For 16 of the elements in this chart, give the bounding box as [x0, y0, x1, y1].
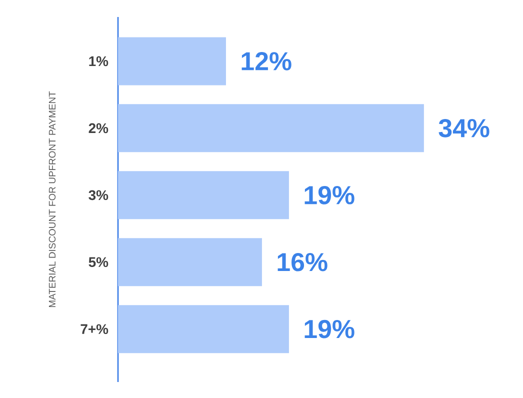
data-label: 19%	[304, 320, 354, 338]
y-tick-label: 2%	[88, 123, 108, 134]
y-tick-label: 3%	[88, 190, 108, 200]
data-label: 12%	[242, 52, 292, 70]
bar	[118, 171, 289, 220]
bar	[118, 104, 424, 152]
y-tick-label: 7+%	[80, 324, 108, 334]
data-label: 34%	[438, 118, 490, 138]
data-label: 19%	[304, 186, 354, 204]
bar	[118, 305, 289, 354]
data-label: 16%	[278, 252, 328, 272]
y-axis-title: MATERIAL DISCOUNT FOR UPFRONT PAYMENT	[48, 91, 56, 308]
bar	[118, 37, 226, 86]
y-tick-label: 5%	[88, 257, 108, 268]
y-tick-label: 1%	[89, 56, 108, 66]
bar	[118, 238, 262, 286]
